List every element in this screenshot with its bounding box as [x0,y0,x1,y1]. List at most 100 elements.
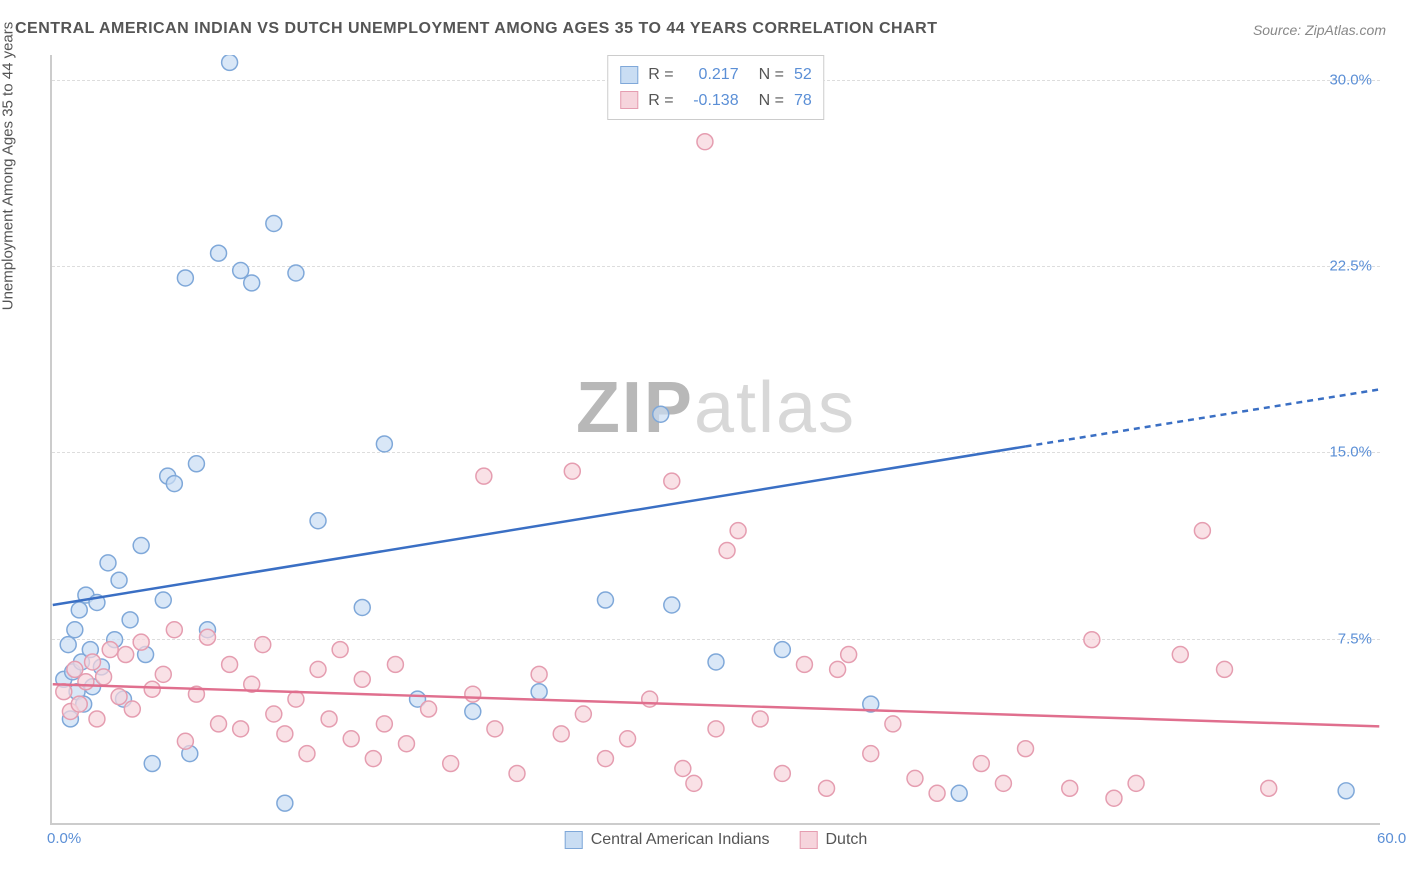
data-point [465,704,481,720]
data-point [376,716,392,732]
y-axis-label: Unemployment Among Ages 35 to 44 years [0,22,17,311]
data-point [200,629,216,645]
data-point [354,671,370,687]
data-point [885,716,901,732]
legend-swatch-blue [620,66,638,84]
legend-item-2: Dutch [799,831,867,849]
data-point [111,572,127,588]
data-point [222,55,238,70]
data-point [387,656,403,672]
data-point [476,468,492,484]
data-point [56,684,72,700]
data-point [71,696,87,712]
data-point [288,691,304,707]
data-point [830,661,846,677]
data-point [1172,647,1188,663]
data-point [354,599,370,615]
data-point [907,770,923,786]
data-point [1261,780,1277,796]
regression-line-extrapolated [1026,389,1380,446]
data-point [995,775,1011,791]
data-point [708,721,724,737]
data-point [111,689,127,705]
data-point [89,711,105,727]
data-point [774,642,790,658]
data-point [531,684,547,700]
source-label: Source: [1253,22,1305,38]
data-point [443,756,459,772]
data-point [299,746,315,762]
data-point [697,134,713,150]
n-label: N = [759,62,784,88]
data-point [376,436,392,452]
data-point [211,716,227,732]
data-point [664,597,680,613]
data-point [1018,741,1034,757]
data-point [620,731,636,747]
data-point [96,669,112,685]
regression-line [53,684,1380,726]
data-point [973,756,989,772]
data-point [244,275,260,291]
data-point [465,686,481,702]
data-point [100,555,116,571]
data-point [255,637,271,653]
correlation-legend-row-1: R = 0.217 N = 52 [620,62,811,88]
data-point [421,701,437,717]
data-point [708,654,724,670]
data-point [653,406,669,422]
data-point [122,612,138,628]
data-point [841,647,857,663]
data-point [310,661,326,677]
data-point [332,642,348,658]
data-point [133,634,149,650]
data-point [310,513,326,529]
legend-swatch-pink [799,831,817,849]
data-point [597,592,613,608]
data-point [863,746,879,762]
legend-swatch-pink [620,91,638,109]
data-point [553,726,569,742]
data-point [1194,523,1210,539]
data-point [155,592,171,608]
r-value-2: -0.138 [684,88,739,114]
data-point [642,691,658,707]
data-point [177,733,193,749]
data-point [509,765,525,781]
data-point [60,637,76,653]
data-point [686,775,702,791]
data-point [177,270,193,286]
data-point [1106,790,1122,806]
data-point [1062,780,1078,796]
n-label: N = [759,88,784,114]
correlation-legend-row-2: R = -0.138 N = 78 [620,88,811,114]
data-point [233,721,249,737]
data-point [155,666,171,682]
series-legend: Central American Indians Dutch [565,831,868,849]
source-name: ZipAtlas.com [1305,22,1386,38]
r-label: R = [648,88,673,114]
data-point [819,780,835,796]
data-point [398,736,414,752]
data-point [71,602,87,618]
n-value-2: 78 [794,88,812,114]
data-point [133,538,149,554]
data-point [166,476,182,492]
data-point [1217,661,1233,677]
data-point [233,263,249,279]
data-point [321,711,337,727]
data-point [719,543,735,559]
data-point [188,456,204,472]
data-point [102,642,118,658]
r-value-1: 0.217 [684,62,739,88]
data-point [487,721,503,737]
x-tick-label: 0.0% [47,830,81,847]
data-point [575,706,591,722]
legend-label-2: Dutch [825,831,867,849]
data-point [288,265,304,281]
data-point [752,711,768,727]
data-point [564,463,580,479]
data-point [365,751,381,767]
plot-area: ZIPatlas R = 0.217 N = 52 R = -0.138 N =… [50,55,1380,825]
scatter-svg [52,55,1380,823]
